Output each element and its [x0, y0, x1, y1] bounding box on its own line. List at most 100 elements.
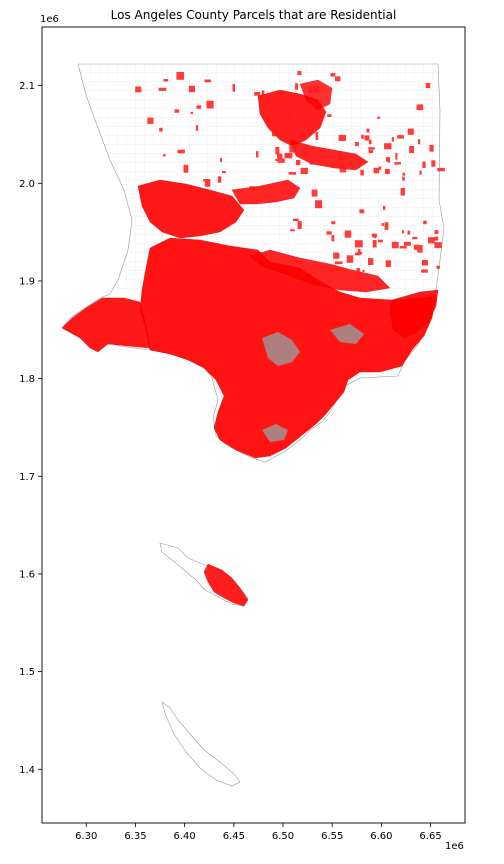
residential-tract [419, 170, 422, 175]
y-tick-label: 1.5 [19, 667, 35, 678]
residential-tract [402, 176, 405, 181]
x-tick-label: 6.50 [272, 831, 294, 842]
residential-tract [174, 109, 180, 113]
residential-tract [369, 139, 372, 145]
residential-tract [284, 153, 293, 159]
residential-tract [391, 241, 399, 249]
residential-tract [276, 92, 280, 96]
residential-tract [436, 265, 440, 269]
residential-tract [354, 240, 363, 248]
residential-tract [261, 90, 265, 98]
x-tick-label: 6.40 [174, 831, 196, 842]
residential-tract [402, 230, 405, 234]
residential-tract [311, 189, 318, 197]
residential-tract [395, 153, 398, 160]
x-tick-label: 6.30 [75, 831, 97, 842]
residential-tract [356, 267, 360, 275]
port-area [262, 424, 288, 442]
residential-tract [312, 86, 320, 92]
residential-tract [206, 100, 214, 109]
y-tick-label: 1.6 [19, 569, 35, 580]
residential-tract [330, 269, 337, 273]
y-tick-label: 2.1 [19, 81, 35, 92]
residential-tract [190, 111, 194, 114]
y-tick-label: 2.0 [19, 179, 35, 190]
residential-tract [288, 112, 292, 118]
res-san-gabriel [249, 249, 391, 293]
residential-tract [377, 116, 381, 119]
residential-tract [315, 200, 323, 209]
residential-tract [163, 154, 166, 157]
residential-tract [288, 172, 296, 175]
residential-tract [183, 164, 189, 173]
residential-tract [297, 71, 302, 76]
residential-tract [341, 156, 348, 160]
residential-tract [147, 117, 154, 124]
residential-tract [254, 92, 261, 96]
x-axis-multiplier: 1e6 [445, 841, 464, 852]
residential-tract [417, 245, 423, 253]
residential-tract [400, 187, 405, 196]
residential-tract [308, 86, 313, 94]
x-tick-label: 6.45 [223, 831, 245, 842]
residential-tract [260, 103, 266, 109]
residential-tract [283, 130, 286, 138]
residential-tract [331, 235, 335, 242]
residential-tract [217, 176, 222, 183]
residential-tract [163, 79, 169, 82]
residential-tract [331, 221, 336, 225]
residential-tract [359, 209, 365, 214]
residential-tract [404, 241, 411, 246]
residential-tract [364, 135, 370, 141]
residential-tract [196, 105, 202, 109]
chart-title: Los Angeles County Parcels that are Resi… [110, 8, 397, 22]
x-axis-ticks: 6.30 6.35 6.40 6.45 6.50 6.55 6.60 6.65 [75, 823, 442, 842]
residential-tract [434, 242, 442, 249]
residential-tract [232, 84, 235, 92]
residential-tract [176, 72, 184, 80]
y-axis-ticks: 1.4 1.5 1.6 1.7 1.8 1.9 2.0 2.1 [19, 81, 42, 776]
residential-tract [413, 244, 420, 250]
residential-tract [354, 252, 361, 256]
residential-tract [387, 157, 391, 163]
residential-tract [391, 137, 394, 142]
y-tick-label: 1.8 [19, 374, 35, 385]
residential-tract [220, 157, 222, 162]
residential-tract [368, 147, 375, 150]
residential-tract [338, 134, 346, 141]
residential-tract [289, 145, 296, 153]
residential-tract [428, 237, 435, 244]
residential-tract [429, 144, 434, 152]
residential-scatter [135, 71, 445, 275]
residential-tract [276, 153, 283, 159]
residential-tract [373, 167, 379, 174]
plot-frame [41, 26, 466, 824]
y-axis-multiplier: 1e6 [40, 14, 59, 25]
residential-tract [300, 167, 308, 175]
residential-tract [339, 165, 347, 173]
residential-tract [256, 151, 259, 158]
dense-urban-core [262, 324, 364, 442]
residential-tract [385, 169, 390, 175]
residential-tract [368, 149, 374, 154]
residential-tract [292, 218, 299, 221]
residential-tract [158, 87, 167, 91]
res-catalina [203, 563, 249, 607]
residential-tract [372, 240, 377, 248]
residential-tract [344, 230, 352, 238]
residential-tract [177, 149, 185, 154]
residential-tract [381, 223, 384, 226]
residential-tract [188, 85, 195, 93]
residential-tract [412, 236, 418, 240]
res-west-coast [61, 297, 151, 353]
res-east-edge [389, 289, 439, 339]
residential-tract [399, 245, 407, 249]
residential-tract [397, 135, 404, 139]
residential-tract [315, 132, 319, 140]
residential-tract [394, 162, 401, 165]
residential-tract [437, 167, 445, 172]
residential-tract [434, 230, 439, 234]
residential-tract [425, 83, 431, 88]
residential-tract [298, 131, 302, 139]
